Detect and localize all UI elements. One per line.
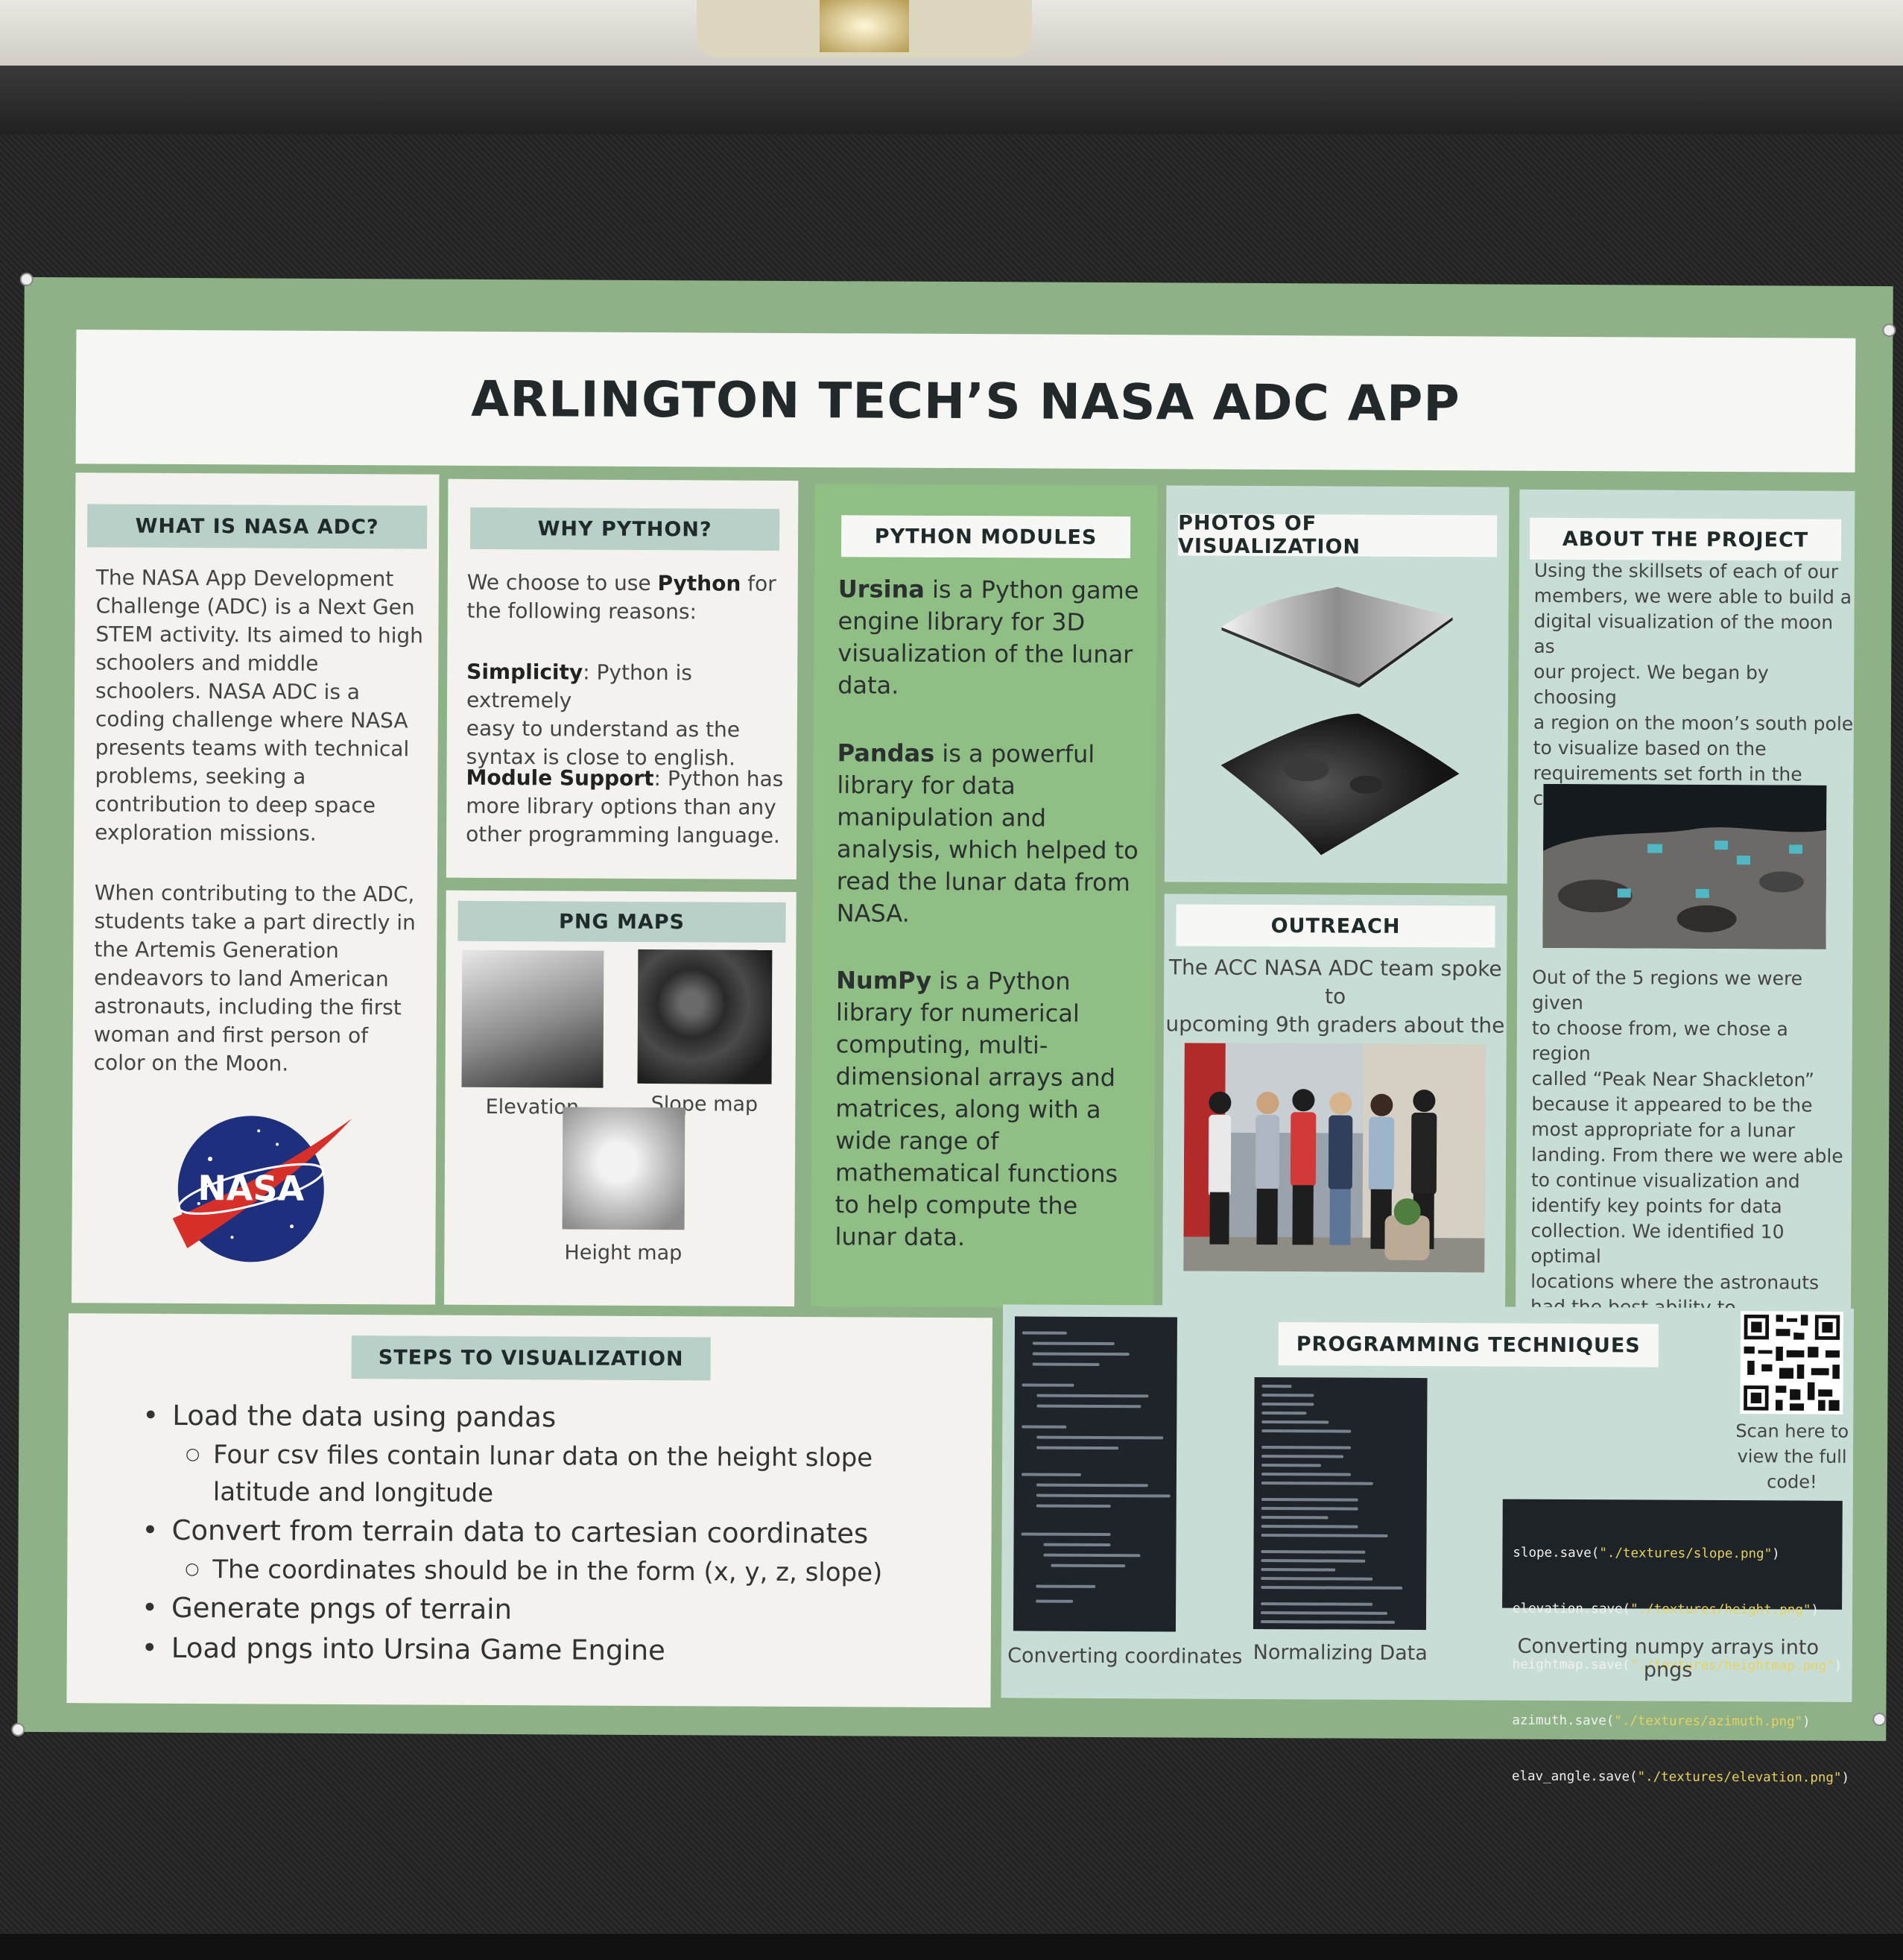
- height-map-image: [562, 1107, 685, 1230]
- poster: ARLINGTON TECH’S NASA ADC APP WHAT IS NA…: [11, 272, 1896, 1786]
- coordinates-caption: Converting coordinates: [1007, 1644, 1243, 1669]
- steps-panel: STEPS TO VISUALIZATION Load the data usi…: [66, 1313, 992, 1708]
- poster-title: ARLINGTON TECH’S NASA ADC APP: [471, 370, 1460, 432]
- board-trim: [0, 1934, 1903, 1960]
- what-is-panel: WHAT IS NASA ADC? The NASA App Developme…: [72, 472, 440, 1305]
- photos-heading: PHOTOS OF VISUALIZATION: [1178, 511, 1498, 559]
- about-panel: ABOUT THE PROJECT Using the skillsets of…: [1516, 489, 1855, 1344]
- outreach-panel: OUTREACH The ACC NASA ADC team spoke to …: [1162, 894, 1507, 1310]
- code-line: azimuth.save("./textures/azimuth.png"): [1512, 1713, 1811, 1730]
- about-paragraph-2: Out of the 5 regions we were given to ch…: [1530, 966, 1843, 1344]
- push-pin: [11, 1722, 25, 1736]
- step-subitem: Four csv files contain lunar data on the…: [142, 1436, 977, 1514]
- png-conversion-caption: Converting numpy arrays into pngs: [1517, 1634, 1820, 1682]
- about-paragraph-1: Using the skillsets of each of our membe…: [1533, 559, 1854, 810]
- code-line: elevation.save("./textures/height.png"): [1513, 1601, 1820, 1618]
- code-line: slope.save("./textures/slope.png"): [1513, 1545, 1780, 1562]
- code-screenshot-coordinates: [1013, 1316, 1177, 1632]
- png-maps-panel: PNG MAPS Elevation Slope map Height map: [444, 890, 797, 1306]
- push-pin: [19, 272, 34, 286]
- slope-map-image: [637, 949, 773, 1084]
- nasa-logo-icon: NASA: [172, 1116, 352, 1262]
- step-item: Load the data using pandas: [142, 1396, 977, 1440]
- team-photo: [1183, 1043, 1486, 1273]
- python-modules-panel: PYTHON MODULES Ursina is a Python game e…: [811, 484, 1158, 1309]
- pandas-description: Pandas is a powerful library for data ma…: [836, 739, 1139, 928]
- push-pin: [1872, 1713, 1887, 1727]
- elevation-map-image: [461, 949, 604, 1088]
- step-item: Load pngs into Ursina Game Engine: [142, 1628, 976, 1672]
- techniques-panel: Converting coordinates PROGRAMMING TECHN…: [1001, 1304, 1855, 1786]
- what-is-heading: WHAT IS NASA ADC?: [87, 504, 428, 549]
- lunar-region-map: [1542, 783, 1827, 949]
- height-map-caption: Height map: [564, 1241, 683, 1265]
- module-support-reason: Module Support: Python has more library …: [466, 765, 784, 848]
- png-maps-heading: PNG MAPS: [457, 900, 786, 943]
- what-is-paragraph-2: When contributing to the ADC, students t…: [93, 880, 416, 1076]
- steps-list: Load the data using pandas Four csv file…: [142, 1396, 978, 1672]
- why-python-intro: We choose to use Python for the followin…: [466, 569, 776, 625]
- photos-panel: PHOTOS OF VISUALIZATION: [1164, 485, 1510, 884]
- what-is-paragraph-1: The NASA App Development Challenge (ADC)…: [95, 565, 424, 846]
- code-line: elav_angle.save("./textures/elevation.pn…: [1511, 1768, 1850, 1786]
- why-python-panel: WHY PYTHON? We choose to use Python for …: [446, 478, 799, 879]
- ursina-description: Ursina is a Python game engine library f…: [837, 575, 1139, 700]
- python-modules-heading: PYTHON MODULES: [840, 515, 1131, 559]
- about-heading: ABOUT THE PROJECT: [1529, 517, 1842, 561]
- step-item: Convert from terrain data to cartesian c…: [142, 1511, 976, 1555]
- normalizing-caption: Normalizing Data: [1253, 1640, 1428, 1666]
- terrain-render-grey: [1221, 587, 1453, 688]
- code-screenshot-normalizing: [1253, 1376, 1428, 1631]
- simplicity-reason: Simplicity: Python is extremely easy to …: [466, 659, 741, 771]
- ceiling-lamp: [697, 0, 1032, 58]
- outreach-heading: OUTREACH: [1176, 904, 1495, 948]
- step-subitem: The coordinates should be in the form (x…: [142, 1551, 976, 1592]
- svg-text:NASA: NASA: [197, 1168, 304, 1209]
- push-pin: [1882, 323, 1896, 338]
- qr-caption: Scan here to view the full code!: [1735, 1420, 1849, 1493]
- steps-heading: STEPS TO VISUALIZATION: [351, 1335, 711, 1381]
- numpy-description: NumPy is a Python library for numerical …: [835, 966, 1118, 1252]
- terrain-render-dark: [1220, 713, 1460, 856]
- why-python-heading: WHY PYTHON?: [470, 507, 780, 551]
- png-save-code: slope.save("./textures/slope.png") eleva…: [1502, 1499, 1849, 1786]
- qr-code-icon: [1740, 1311, 1844, 1414]
- title-banner: ARLINGTON TECH’S NASA ADC APP: [75, 329, 1856, 472]
- techniques-heading: PROGRAMMING TECHNIQUES: [1278, 1322, 1659, 1368]
- step-item: Generate pngs of terrain: [142, 1588, 976, 1632]
